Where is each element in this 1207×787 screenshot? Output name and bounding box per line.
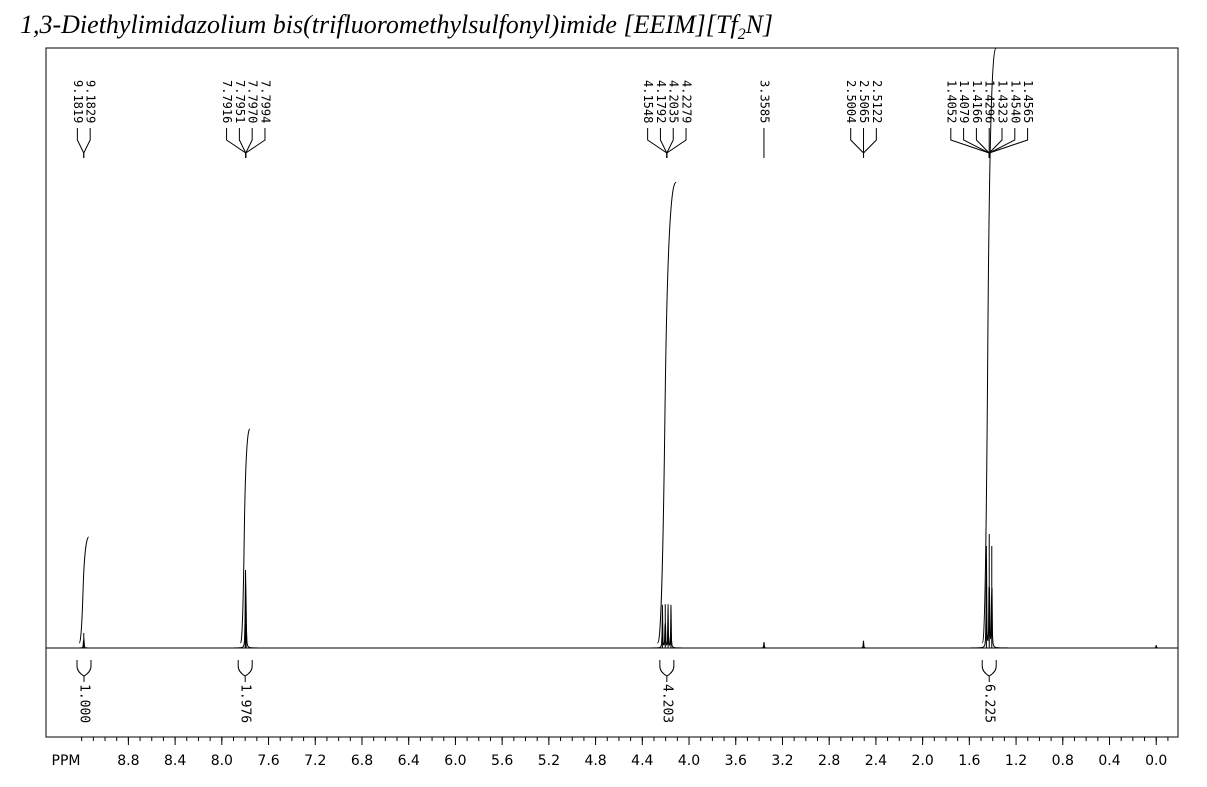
x-tick-label: 6.4	[398, 753, 420, 769]
plot-frame	[45, 47, 1179, 738]
chart-title: 1,3-Diethylimidazolium bis(trifluorometh…	[20, 10, 773, 44]
x-tick-label: 1.6	[958, 753, 980, 769]
integral-bracket	[659, 660, 675, 677]
peak-label: 7.7970	[246, 80, 260, 123]
x-tick-label: 5.2	[538, 753, 560, 769]
x-tick-label: 7.2	[304, 753, 326, 769]
integral-value: 6.225	[982, 684, 997, 723]
peak-label-leader	[76, 128, 85, 158]
x-tick-label: 1.2	[1005, 753, 1027, 769]
peak-label: 7.7916	[220, 80, 234, 123]
peak-label: 4.1548	[641, 80, 655, 123]
peak-label-leader	[83, 128, 91, 158]
x-tick-label: 8.4	[164, 753, 186, 769]
chart-title-main: 1,3-Diethylimidazolium bis(trifluorometh…	[20, 10, 738, 39]
x-tick-label: 3.2	[771, 753, 793, 769]
x-tick-label: 4.8	[584, 753, 606, 769]
x-tick-label: 6.0	[444, 753, 466, 769]
x-tick-label: 8.0	[211, 753, 233, 769]
peak-label: 1.4565	[1021, 80, 1035, 123]
peak-label-leader	[647, 128, 668, 158]
peak-label: 1.4540	[1008, 80, 1022, 123]
peak-label-leader	[863, 128, 877, 158]
plot-border	[45, 47, 1179, 738]
peak-label-leader	[226, 128, 247, 158]
peak-label-leader	[659, 128, 668, 158]
peak-label: 4.1792	[654, 80, 668, 123]
integral-curve	[657, 181, 677, 644]
peak-label: 4.2279	[680, 80, 694, 123]
x-tick-label: 8.8	[117, 753, 139, 769]
x-tick-label: 2.4	[865, 753, 887, 769]
peak-label: 1.4052	[944, 80, 958, 123]
peak-label: 9.1829	[84, 80, 98, 123]
peak-label: 7.7994	[258, 80, 272, 123]
x-tick-label: 6.8	[351, 753, 373, 769]
peak-label-leader	[850, 128, 865, 158]
integral-curve	[981, 47, 997, 644]
x-tick-label: 7.6	[257, 753, 279, 769]
integral-bracket	[237, 660, 253, 677]
spectrum-line	[47, 558, 1177, 649]
integral-bracket	[981, 660, 997, 677]
peak-label-leader	[666, 128, 674, 158]
x-axis-label: PPM	[52, 753, 81, 769]
peak-label: 1.4166	[970, 80, 984, 123]
spectrum-trace-area	[47, 534, 1177, 649]
peak-label: 9.1819	[71, 80, 85, 123]
integral-bracket	[76, 660, 92, 677]
peak-label: 4.2035	[667, 80, 681, 123]
peak-label-leader	[245, 128, 253, 158]
x-tick-label: 0.8	[1052, 753, 1074, 769]
peak-label-leader	[975, 128, 990, 158]
peak-label: 7.7951	[233, 80, 247, 123]
x-tick-label: 0.0	[1145, 753, 1167, 769]
peak-label-leader	[666, 128, 687, 158]
peak-label: 2.5004	[844, 80, 858, 123]
x-tick-label: 4.4	[631, 753, 653, 769]
peak-label: 1.4296	[983, 80, 997, 123]
peak-label: 1.4323	[996, 80, 1010, 123]
integral-curve	[78, 536, 89, 644]
chart-title-suffix: N]	[745, 10, 774, 39]
peak-label-leader	[988, 128, 1003, 158]
integral-value: 4.203	[659, 684, 674, 723]
peak-label-leader	[245, 128, 266, 158]
x-tick-label: 2.0	[911, 753, 933, 769]
integral-curve	[240, 428, 251, 644]
integral-value: 1.976	[238, 684, 253, 723]
peak-label-leader	[988, 128, 1029, 158]
peak-label: 3.3585	[757, 80, 771, 123]
peak-label: 2.5122	[870, 80, 884, 123]
x-axis: 8.8 8.4 8.0 7.6 7.2 6.8 6.4 6.0 5.6 5.2 4.8 4.4 4.0 3…	[46, 736, 1178, 769]
x-tick-label: 5.6	[491, 753, 513, 769]
x-tick-label: 3.6	[725, 753, 747, 769]
peak-label: 2.5065	[857, 80, 871, 123]
peak-label-leader	[238, 128, 247, 158]
chart-title-subscript: 2	[737, 26, 746, 44]
x-tick-label: 0.4	[1098, 753, 1120, 769]
x-tick-label: 4.0	[678, 753, 700, 769]
integral-area: 1.000 1.976 4.203 6.225	[76, 47, 997, 723]
x-tick-label: 2.8	[818, 753, 840, 769]
peak-label: 1.4079	[957, 80, 971, 123]
integral-value: 1.000	[77, 684, 92, 723]
